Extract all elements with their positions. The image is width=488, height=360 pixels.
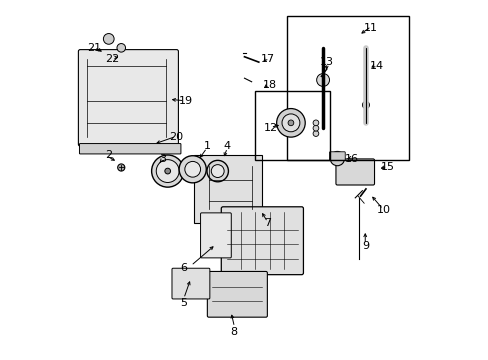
Text: 11: 11 [364,23,378,33]
Circle shape [211,165,224,177]
Text: 12: 12 [264,123,278,133]
Text: 18: 18 [262,80,276,90]
Circle shape [312,125,318,131]
Circle shape [362,102,369,109]
Circle shape [184,161,200,177]
FancyBboxPatch shape [335,159,374,185]
FancyBboxPatch shape [172,268,209,299]
Text: 8: 8 [230,327,237,337]
Text: 21: 21 [87,43,102,53]
FancyBboxPatch shape [200,213,231,258]
Circle shape [282,114,299,132]
FancyBboxPatch shape [329,152,345,160]
Text: 1: 1 [203,141,210,151]
Circle shape [164,168,170,174]
Text: 7: 7 [264,218,271,228]
Text: 13: 13 [319,57,333,67]
FancyBboxPatch shape [221,207,303,275]
Text: 10: 10 [376,205,390,215]
Circle shape [316,73,329,86]
Text: 3: 3 [159,154,165,163]
Circle shape [312,131,318,136]
Text: 20: 20 [169,132,183,142]
Text: 17: 17 [260,54,274,64]
Circle shape [156,159,179,183]
Circle shape [312,120,318,126]
Bar [287,16,408,160]
Text: 5: 5 [180,298,187,308]
Circle shape [118,164,124,171]
Text: 9: 9 [362,241,369,251]
Text: 19: 19 [178,96,192,107]
Circle shape [179,156,206,183]
Circle shape [103,33,114,44]
Text: 4: 4 [223,141,230,151]
Polygon shape [194,155,262,223]
FancyBboxPatch shape [207,271,267,317]
Circle shape [206,160,228,182]
Text: 6: 6 [180,262,187,273]
FancyBboxPatch shape [80,144,181,154]
Text: 22: 22 [105,54,119,64]
Circle shape [276,109,305,137]
Text: 15: 15 [380,162,394,172]
FancyBboxPatch shape [78,50,178,146]
Circle shape [287,120,293,126]
Circle shape [151,155,183,187]
Circle shape [117,44,125,52]
Bar [255,91,329,160]
Circle shape [329,152,344,166]
Text: 14: 14 [369,61,383,71]
Text: 16: 16 [344,154,358,163]
Text: 2: 2 [105,150,112,160]
